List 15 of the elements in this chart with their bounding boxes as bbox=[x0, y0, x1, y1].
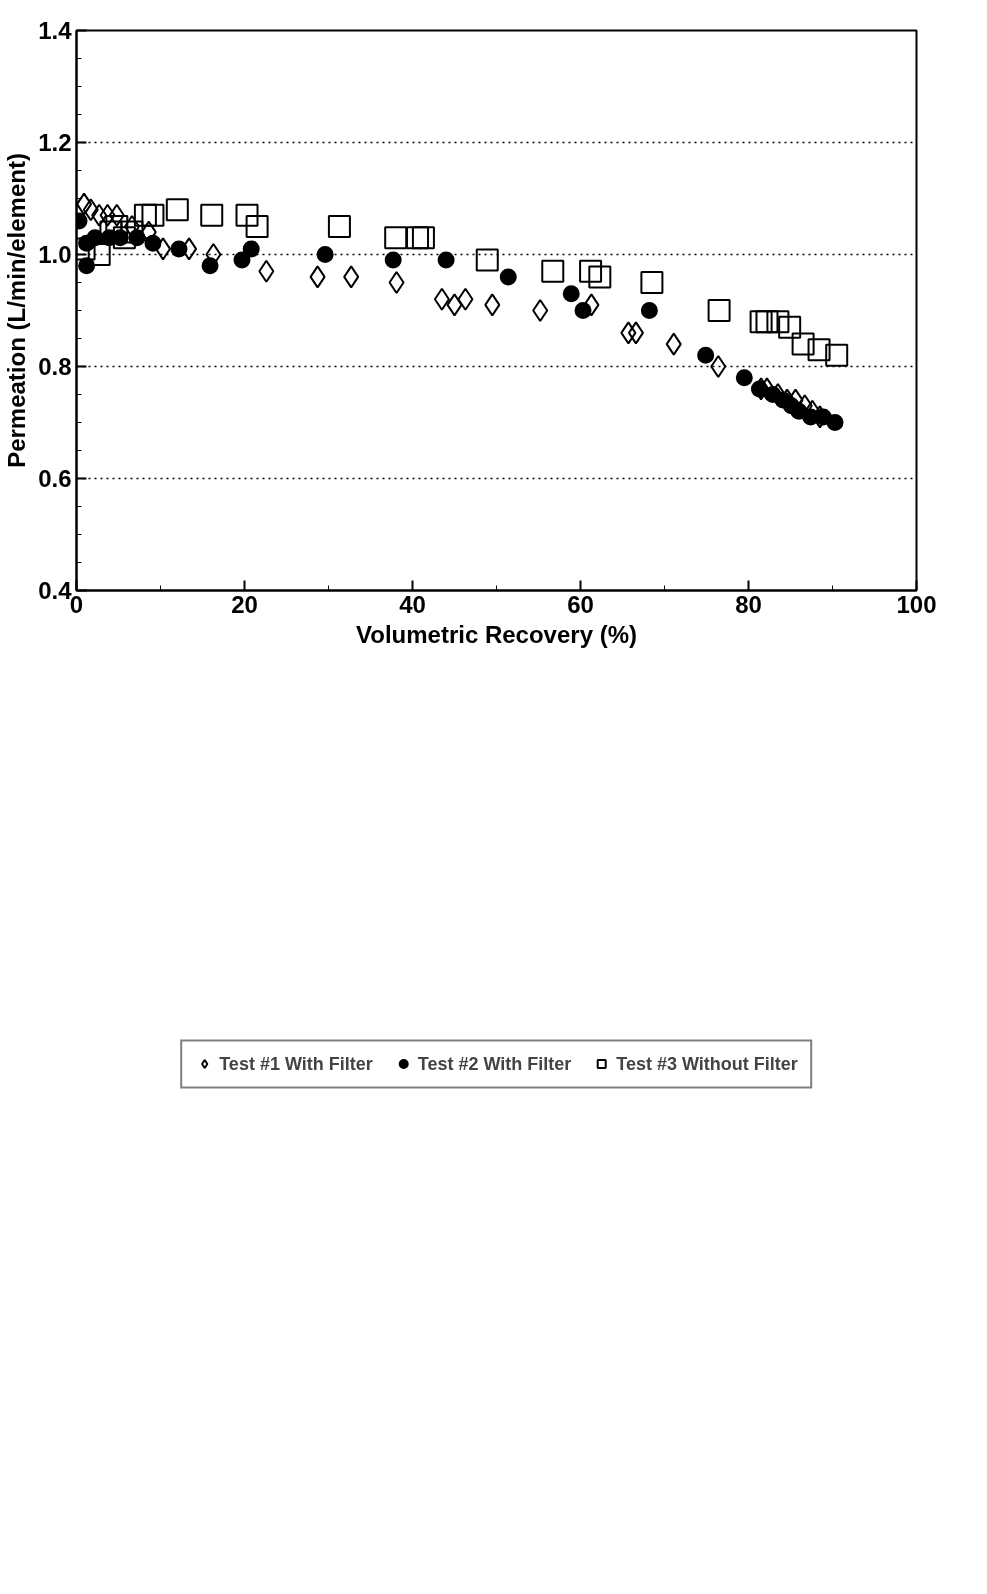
y-tick-label: 1.0 bbox=[38, 241, 72, 268]
legend-label: Test #2 With Filter bbox=[417, 1053, 572, 1075]
y-tick-label: 1.2 bbox=[38, 129, 72, 156]
legend-label: Test #3 Without Filter bbox=[616, 1053, 798, 1075]
x-tick-label: 100 bbox=[896, 590, 937, 618]
y-axis-title: Permeation (L/min/element) bbox=[3, 153, 31, 468]
x-axis-title: Volumetric Recovery (%) bbox=[356, 620, 637, 648]
legend-label: Test #1 With Filter bbox=[219, 1053, 373, 1075]
y-tick-label: 0.6 bbox=[38, 465, 72, 492]
x-tick-label: 60 bbox=[567, 590, 594, 618]
x-tick-label: 80 bbox=[735, 590, 762, 618]
x-tick-label: 40 bbox=[399, 590, 426, 618]
y-tick-label: 1.4 bbox=[38, 17, 73, 44]
y-tick-label: 0.8 bbox=[38, 353, 72, 380]
x-tick-label: 20 bbox=[231, 590, 258, 618]
